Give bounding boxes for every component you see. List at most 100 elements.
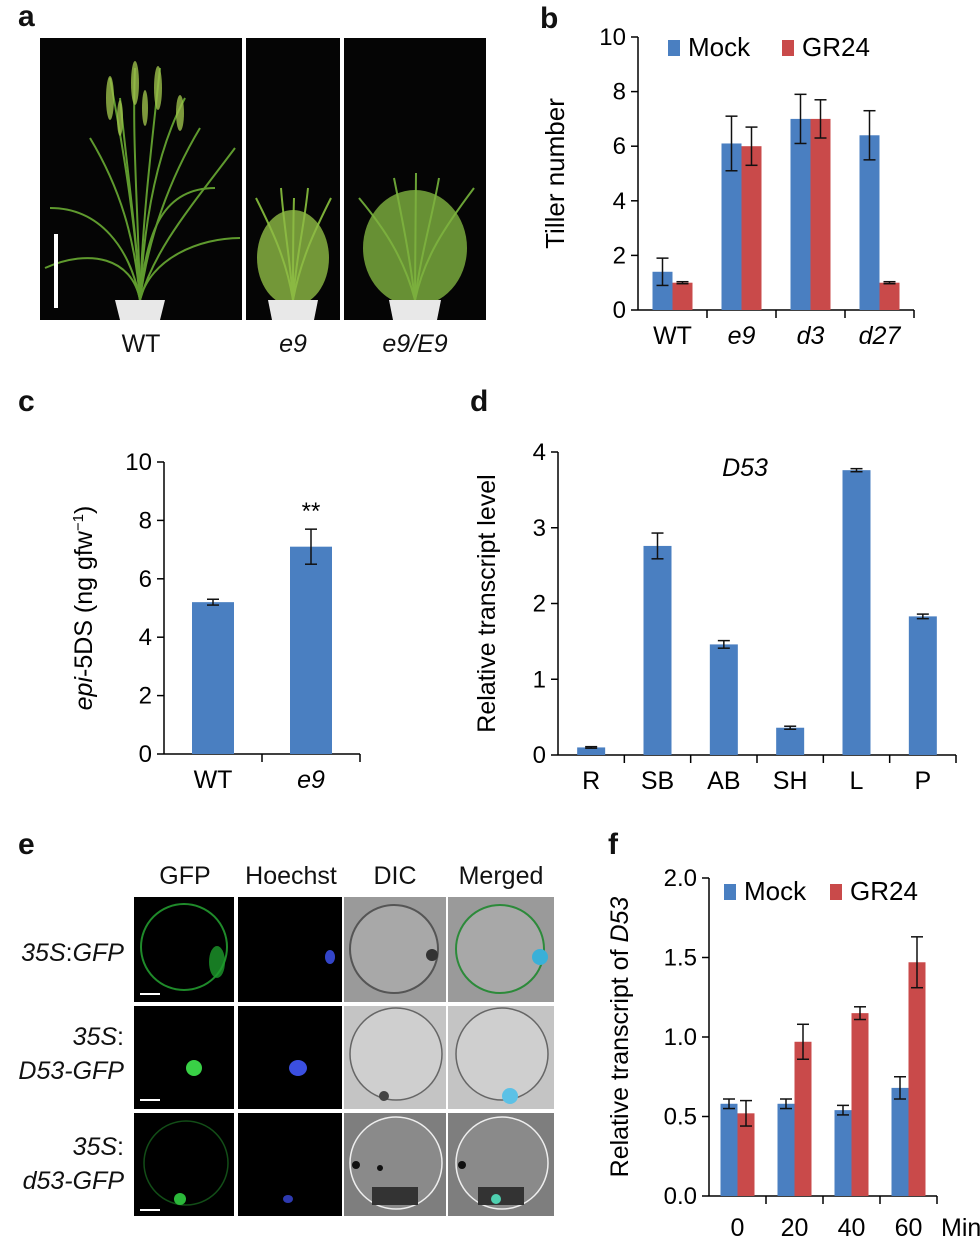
genotype-label-e9-E9: e9/E9 (382, 330, 448, 358)
microscopy-gfp-35s-gfp (134, 897, 234, 1002)
chart-b-legend-swatch-gr24 (782, 40, 794, 56)
row-label-35s-gfp: 35S:GFP (21, 939, 124, 967)
chart-f-legend-label-mock: Mock (744, 876, 807, 906)
chart-d-bar-P (908, 616, 937, 755)
chart-c-y-tick-label: 10 (125, 449, 152, 476)
chart-b-y-tick-label: 2 (613, 242, 626, 269)
column-header-dic: DIC (373, 862, 417, 890)
chart-b-y-tick-label: 8 (613, 79, 626, 106)
panel-label-b: b (540, 2, 559, 35)
microscopy-dic-35s-gfp (344, 897, 446, 1002)
plant-photo-e9-E9 (344, 38, 486, 320)
chart-d-y-tick-label: 1 (533, 666, 546, 693)
chart-c-y-tick-label: 8 (139, 507, 152, 534)
panel-label-c: c (18, 385, 35, 418)
panel-label-e: e (18, 828, 35, 861)
chart-d-x-tick-label: AB (707, 767, 740, 795)
genotype-label-e9: e9 (279, 330, 307, 358)
chart-c-x-tick-label: WT (194, 766, 233, 794)
chart-f-y-tick-label: 2.0 (664, 865, 697, 892)
chart-d-bar-AB (709, 644, 738, 755)
chart-b-bar-gr24-d27 (879, 282, 900, 310)
panel-label-f: f (608, 828, 618, 861)
chart-b-y-tick-label: 4 (613, 188, 626, 215)
chart-b-y-tick-label: 10 (599, 24, 626, 51)
microscopy-hoechst-35s-gfp (238, 897, 342, 1002)
chart-c-bar-e9 (290, 546, 332, 754)
chart-c-y-axis-label: epi-5DS (ng gfw−1) (70, 506, 98, 711)
genotype-label-wt: WT (121, 330, 161, 358)
row-label-35s-d53-gfp: 35S: d53-GFP (22, 1133, 124, 1195)
chart-f-x-tick-label: 0 (731, 1214, 745, 1242)
chart-b-bar-gr24-e9 (741, 146, 762, 310)
chart-f-x-tick-label: 40 (838, 1214, 866, 1242)
chart-f-bar-gr24-40 (851, 1013, 869, 1196)
chart-c-significance-label: ** (302, 498, 321, 525)
chart-d-bar-SH (776, 727, 805, 755)
chart-f-bar-mock-0 (720, 1103, 738, 1196)
column-header-hoechst: Hoechst (245, 862, 337, 890)
chart-d-y-tick-label: 2 (533, 591, 546, 618)
chart-c-x-tick-label: e9 (297, 766, 325, 794)
chart-d-x-tick-label: L (850, 767, 864, 795)
microscopy-dic-35s-D53-gfp (344, 1006, 446, 1109)
chart-c-y-tick-label: 6 (139, 566, 152, 593)
chart-f-bar-gr24-60 (908, 962, 926, 1196)
microscopy-gfp-35s-d53-gfp (134, 1113, 234, 1216)
chart-f-bar-gr24-20 (794, 1041, 812, 1196)
panel-label-a: a (18, 0, 35, 33)
chart-b-bar-gr24-d3 (810, 118, 831, 311)
chart-b-y-tick-label: 6 (613, 133, 626, 160)
chart-f-bar-mock-60 (891, 1087, 909, 1196)
chart-b-bar-mock-d27 (859, 135, 880, 310)
chart-f-x-tick-label: 20 (781, 1214, 809, 1242)
chart-b-x-tick-label: d27 (859, 322, 902, 350)
chart-d-bar-SB (643, 545, 672, 755)
chart-f-y-tick-label: 1.0 (664, 1024, 697, 1051)
chart-b: 0 2 4 6 8 10 WT e9 d3 d27 Mock GR24 Tiller number (540, 24, 915, 350)
chart-b-legend-swatch-mock (668, 40, 680, 56)
chart-b-bar-gr24-WT (672, 282, 693, 310)
column-header-merged: Merged (458, 862, 544, 890)
chart-d-y-axis-label: Relative transcript level (473, 474, 501, 732)
column-header-gfp: GFP (159, 862, 211, 890)
chart-f-legend-label-gr24: GR24 (850, 876, 918, 906)
chart-c-y-tick-label: 4 (139, 624, 152, 651)
plant-photo-wt (40, 38, 242, 320)
microscopy-hoechst-35s-D53-gfp (238, 1006, 342, 1109)
chart-b-y-axis-label: Tiller number (540, 98, 570, 249)
plant-photo-e9 (246, 38, 340, 320)
chart-d-x-tick-label: SB (641, 767, 674, 795)
chart-b-legend-label-mock: Mock (688, 32, 751, 62)
chart-d-y-tick-label: 3 (533, 515, 546, 542)
chart-b-bar-mock-e9 (721, 143, 742, 310)
chart-d-title: D53 (722, 454, 768, 482)
chart-d-x-tick-label: R (582, 767, 600, 795)
chart-f-y-tick-label: 0.0 (664, 1183, 697, 1210)
microscopy-merged-35s-D53-gfp (448, 1006, 554, 1109)
chart-d-bar-R (577, 747, 606, 755)
chart-f: 0.0 0.5 1.0 1.5 2.0 0 20 40 60 Mock GR24 Min Relativ… (606, 865, 980, 1242)
microscopy-merged-35s-gfp (448, 897, 554, 1002)
chart-f-x-unit-label: Min (941, 1214, 980, 1242)
microscopy-hoechst-35s-d53-gfp (238, 1113, 342, 1216)
chart-f-bar-mock-40 (834, 1110, 852, 1196)
chart-c-y-tick-label: 0 (139, 741, 152, 768)
chart-f-legend-swatch-gr24 (830, 884, 842, 900)
chart-b-legend-label-gr24: GR24 (802, 32, 870, 62)
chart-f-bar-mock-20 (777, 1103, 795, 1196)
chart-c-bar-WT (192, 602, 234, 754)
chart-c: 0 2 4 6 8 10 WT ** e9 epi-5DS (ng gfw−1) (70, 449, 361, 794)
chart-c-y-tick-label: 2 (139, 683, 152, 710)
chart-f-y-axis-label: Relative transcript of D53 (606, 897, 634, 1178)
microscopy-merged-35s-d53-gfp (448, 1113, 554, 1216)
chart-d-y-tick-label: 4 (533, 439, 546, 466)
chart-f-y-tick-label: 0.5 (664, 1104, 697, 1131)
chart-b-x-tick-label: e9 (728, 322, 756, 350)
chart-b-x-tick-label: d3 (797, 322, 825, 350)
row-label-35s-D53-gfp: 35S: D53-GFP (18, 1023, 124, 1085)
chart-d: 0 1 2 3 4 R SB AB SH L P D53 Relative transcript lev… (473, 439, 957, 795)
chart-f-y-tick-label: 1.5 (664, 945, 697, 972)
chart-f-bar-gr24-0 (737, 1113, 755, 1196)
chart-d-y-tick-label: 0 (533, 742, 546, 769)
